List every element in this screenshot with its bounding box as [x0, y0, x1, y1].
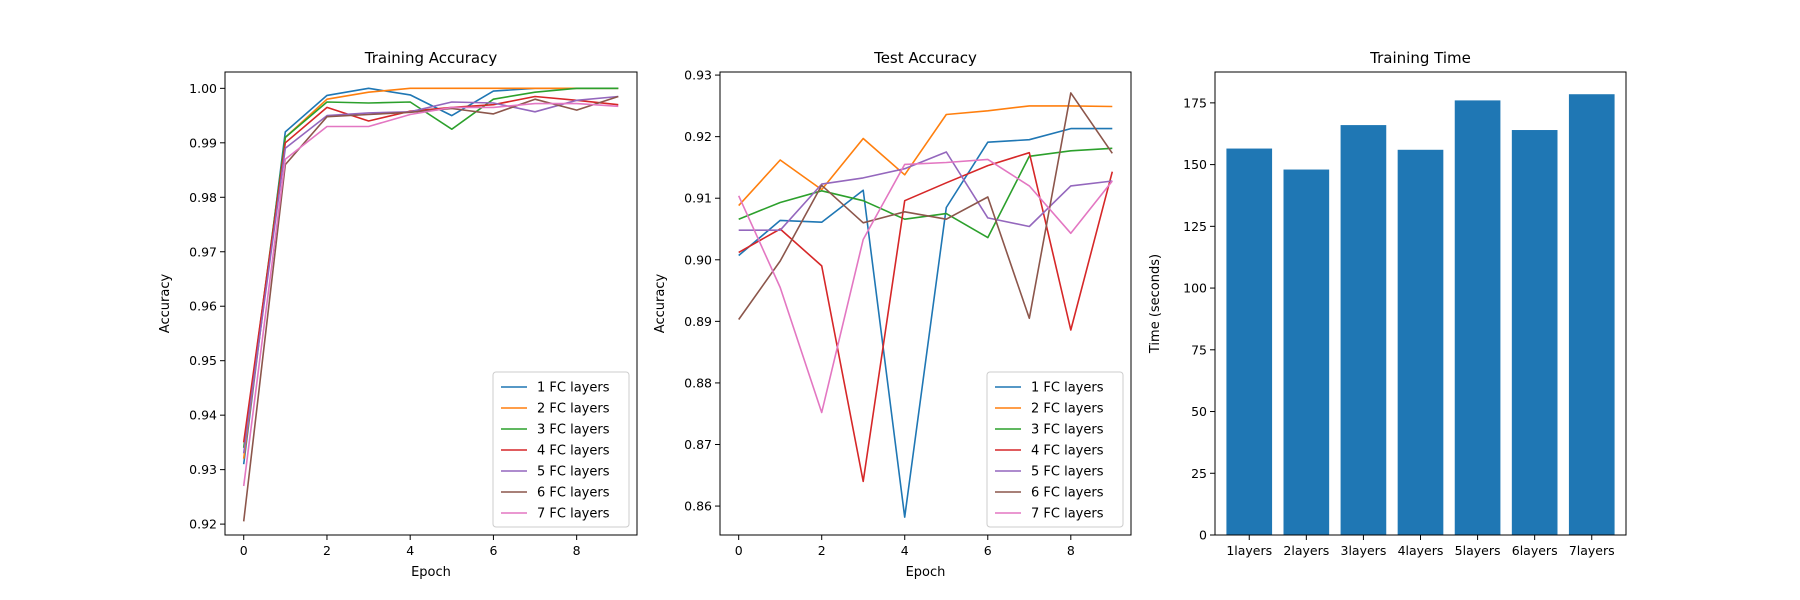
legend-entry-6: 6 FC layers — [537, 486, 610, 501]
y-tick-label: 0.92 — [189, 517, 217, 532]
legend-entry-4: 4 FC layers — [537, 444, 610, 459]
chart-title: Training Time — [1369, 49, 1471, 67]
legend-entry-1: 1 FC layers — [1031, 381, 1104, 396]
series-line-2 — [242, 87, 619, 459]
y-tick-label: 0.98 — [189, 190, 217, 205]
x-tick-label: 2 — [818, 543, 826, 558]
legend-entry-3: 3 FC layers — [537, 423, 610, 438]
legend-entry-3: 3 FC layers — [1031, 423, 1104, 438]
y-tick-label: 0.99 — [189, 135, 217, 150]
legend-frame — [986, 371, 1124, 528]
x-tick-label: 0 — [240, 543, 248, 558]
series-line-6 — [738, 92, 1113, 320]
y-tick-label: 0.91 — [684, 191, 712, 206]
legend-entry-5: 5 FC layers — [1031, 465, 1104, 480]
y-tick-label: 0.89 — [684, 314, 712, 329]
x-tick-label: 4layers — [1398, 543, 1444, 558]
axes-frame — [224, 71, 638, 536]
y-axis-label: Accuracy — [158, 274, 173, 334]
bar-7layers — [1568, 94, 1615, 535]
x-tick-label: 5layers — [1455, 543, 1501, 558]
legend: 1 FC layers 2 FC layers 3 FC layers 4 FC la… — [986, 371, 1124, 528]
bar-4layers — [1397, 149, 1444, 535]
x-axis-label: Epoch — [906, 565, 946, 580]
legend: 1 FC layers 2 FC layers 3 FC layers 4 FC la… — [492, 371, 630, 528]
y-tick-label: 0.96 — [189, 299, 217, 314]
y-tick-label: 0.93 — [189, 462, 217, 477]
x-tick-label: 3layers — [1341, 543, 1387, 558]
series-line-2 — [738, 105, 1113, 207]
legend-entry-7: 7 FC layers — [1031, 507, 1104, 522]
chart-title: Test Accuracy — [873, 49, 977, 67]
y-tick-label: 0.86 — [684, 499, 712, 514]
axes-frame — [719, 71, 1132, 536]
y-tick-label: 0.94 — [189, 408, 217, 423]
y-tick-label: 0.87 — [684, 437, 712, 452]
y-tick-label: 100 — [1183, 281, 1207, 296]
y-tick-label: 25 — [1191, 466, 1207, 481]
bar-6layers — [1511, 130, 1558, 535]
legend-entry-7: 7 FC layers — [537, 507, 610, 522]
y-tick-label: 150 — [1183, 157, 1207, 172]
panel-2: Test Accuracy Epoch Accuracy 0.86 0.87 0.88 0.… — [653, 49, 1132, 580]
legend-entry-6: 6 FC layers — [1031, 486, 1104, 501]
bar-1layers — [1226, 148, 1273, 536]
bar-5layers — [1454, 100, 1501, 535]
series-line-5 — [242, 95, 619, 454]
panel-3: Training Time Time (seconds) 0 25 50 75 100 125… — [1148, 49, 1627, 558]
legend-entry-4: 4 FC layers — [1031, 444, 1104, 459]
series-line-1 — [738, 127, 1113, 518]
series-line-4 — [738, 151, 1114, 483]
x-axis-label: Epoch — [411, 565, 451, 580]
series-line-7 — [737, 158, 1113, 414]
y-tick-label: 125 — [1183, 219, 1207, 234]
chart-title: Training Accuracy — [364, 49, 498, 67]
x-tick-label: 4 — [406, 543, 414, 558]
series-line-3 — [738, 147, 1113, 239]
legend-frame — [492, 371, 630, 528]
y-tick-label: 0 — [1199, 528, 1207, 543]
series-line-7 — [242, 102, 619, 487]
y-tick-label: 0.95 — [189, 353, 217, 368]
y-axis-label: Time (seconds) — [1148, 254, 1163, 354]
y-tick-label: 0.93 — [684, 68, 712, 83]
y-tick-label: 50 — [1191, 404, 1207, 419]
panel-1: Training Accuracy Epoch Accuracy 0.92 0.93 0.… — [158, 49, 638, 580]
x-tick-label: 8 — [573, 543, 581, 558]
y-tick-label: 0.92 — [684, 129, 712, 144]
x-tick-label: 6 — [984, 543, 992, 558]
y-tick-label: 175 — [1183, 95, 1207, 110]
x-tick-label: 4 — [901, 543, 909, 558]
axes-frame — [1214, 71, 1627, 536]
series-line-4 — [242, 95, 619, 443]
x-tick-label: 1layers — [1226, 543, 1272, 558]
legend-entry-1: 1 FC layers — [537, 381, 610, 396]
x-tick-label: 0 — [735, 543, 743, 558]
y-tick-label: 75 — [1191, 342, 1207, 357]
legend-entry-2: 2 FC layers — [1031, 402, 1104, 417]
bar-2layers — [1283, 169, 1330, 535]
x-tick-label: 2layers — [1283, 543, 1329, 558]
x-tick-label: 8 — [1067, 543, 1075, 558]
y-tick-label: 1.00 — [189, 81, 217, 96]
x-tick-label: 7layers — [1569, 543, 1615, 558]
y-tick-label: 0.88 — [684, 375, 712, 390]
y-axis-label: Accuracy — [653, 274, 668, 334]
bar-3layers — [1340, 125, 1387, 535]
legend-entry-2: 2 FC layers — [537, 402, 610, 417]
legend-entry-5: 5 FC layers — [537, 465, 610, 480]
x-tick-label: 2 — [323, 543, 331, 558]
series-line-3 — [242, 87, 619, 448]
x-tick-label: 6 — [489, 543, 497, 558]
y-tick-label: 0.97 — [189, 244, 217, 259]
y-tick-label: 0.90 — [684, 252, 712, 267]
x-tick-label: 6layers — [1512, 543, 1558, 558]
